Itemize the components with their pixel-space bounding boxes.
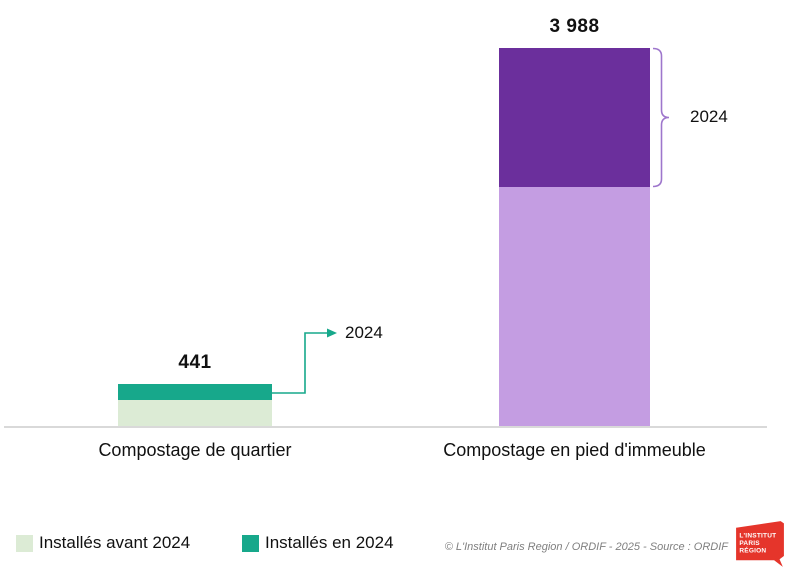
- bar-immeuble-avant-2024-segment: [499, 187, 650, 426]
- category-label-immeuble: Compostage en pied d'immeuble: [443, 440, 706, 460]
- annotation-2024-arrow-label: 2024: [345, 323, 383, 342]
- legend-swatch-avant-2024-icon: [16, 534, 33, 552]
- category-label-quartier: Compostage de quartier: [98, 440, 292, 460]
- institut-paris-region-logo: L'INSTITUT PARIS RÉGION: [736, 521, 784, 567]
- arrow-callout: [272, 328, 337, 394]
- legend-item-avant-2024: Installés avant 2024: [16, 532, 190, 554]
- bracket-callout: [652, 47, 670, 188]
- annotation-2024-bracket-label: 2024: [690, 107, 728, 126]
- legend-swatch-en-2024-icon: [242, 534, 259, 552]
- bar-quartier-en-2024-segment: [118, 384, 272, 401]
- total-label-immeuble: 3 988: [549, 16, 600, 37]
- institut-logo-shape: [736, 521, 784, 567]
- legend-item-en-2024: Installés en 2024: [242, 532, 394, 554]
- bar-immeuble-en-2024-segment: [499, 48, 650, 188]
- total-label-quartier: 441: [178, 352, 212, 374]
- legend-label-avant-2024: Installés avant 2024: [39, 533, 191, 552]
- bar-quartier-avant-2024-segment: [118, 400, 272, 426]
- x-axis-line: [4, 426, 767, 428]
- copyright-source-text: © L'Institut Paris Region / ORDIF - 2025…: [444, 541, 728, 553]
- arrow-head-icon: [327, 328, 337, 338]
- logo-line-3: RÉGION: [739, 546, 766, 555]
- logo-line-2: PARIS: [739, 540, 760, 547]
- legend-label-en-2024: Installés en 2024: [265, 533, 394, 552]
- logo-line-1: L'INSTITUT: [739, 532, 776, 539]
